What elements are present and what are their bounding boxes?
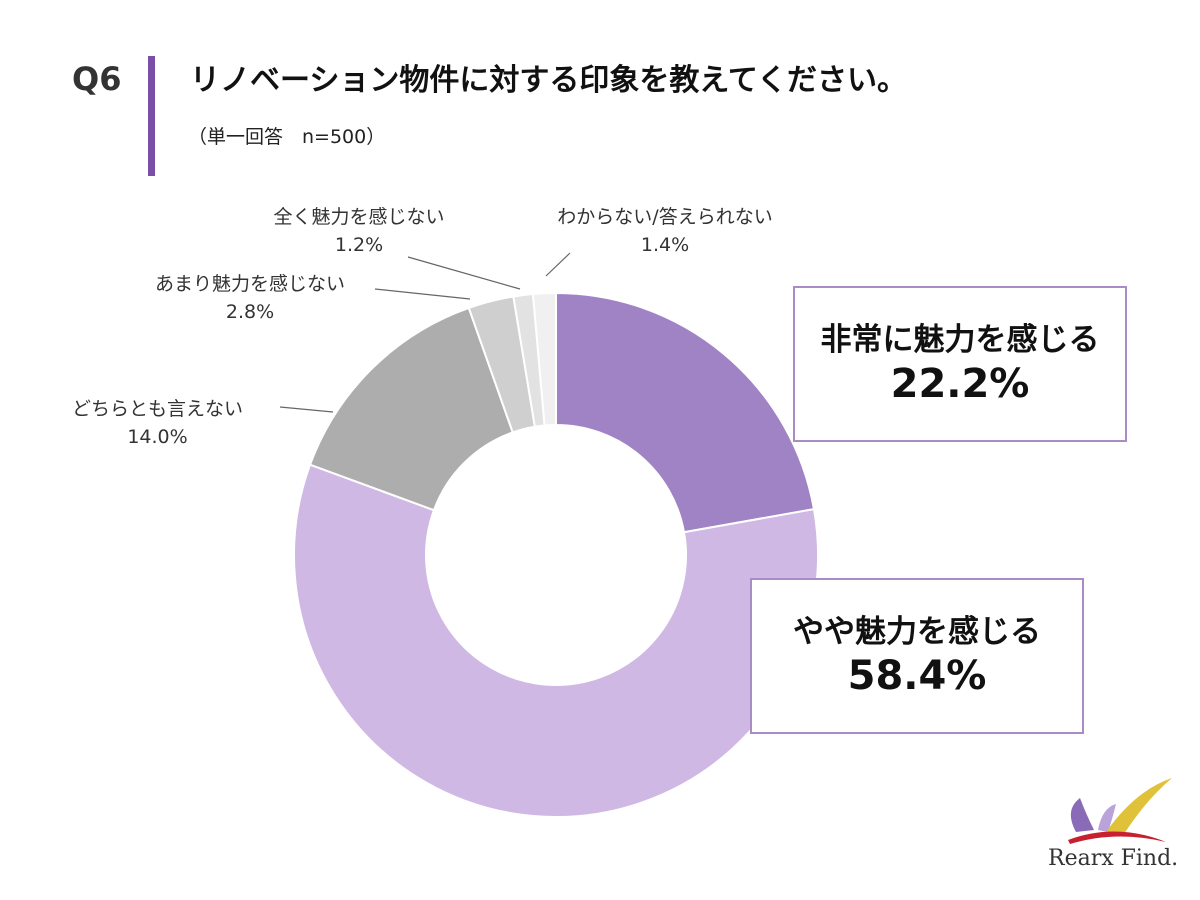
callout-somewhat-attractive-name: やや魅力を感じる [793,614,1041,650]
leader-line-unknown [545,252,571,277]
slice-somewhat-attractive [293,463,819,818]
label-neutral-value: 14.0% [127,426,188,448]
page-subtitle: （単一回答 n=500） [188,126,386,148]
brand-logo-icon [1068,778,1172,844]
page-title: リノベーション物件に対する印象を教えてください。 [190,63,907,98]
slice-neutral [308,306,515,512]
label-not-at-all-name: 全く魅力を感じない [273,206,445,228]
question-number: Q6 [72,60,122,98]
leader-line-not-very [374,288,471,300]
callout-very-attractive-value: 22.2% [890,361,1030,407]
callout-somewhat-attractive-value: 58.4% [847,653,987,699]
label-not-very: あまり魅力を感じない 2.8% [125,270,375,326]
leader-line-not-at-all [407,256,521,290]
label-not-very-name: あまり魅力を感じない [154,273,345,295]
label-unknown: わからない/答えられない 1.4% [525,203,805,259]
label-unknown-name: わからない/答えられない [557,206,773,228]
callout-very-attractive-name: 非常に魅力を感じる [820,322,1100,358]
slice-unknown [531,291,557,427]
label-not-very-value: 2.8% [225,301,275,323]
slice-very-attractive [555,291,816,534]
callout-very-attractive: 非常に魅力を感じる 22.2% [793,286,1127,442]
label-unknown-value: 1.4% [640,234,690,256]
callout-somewhat-attractive: やや魅力を感じる 58.4% [750,578,1084,734]
label-neutral: どちらとも言えない 14.0% [45,395,270,451]
label-not-at-all-value: 1.2% [334,234,384,256]
brand-logo-text: Rearx Find. [1048,846,1179,871]
title-accent-bar [148,56,155,176]
label-neutral-name: どちらとも言えない [71,398,243,420]
leader-line-neutral [279,406,334,413]
label-not-at-all: 全く魅力を感じない 1.2% [244,203,474,259]
